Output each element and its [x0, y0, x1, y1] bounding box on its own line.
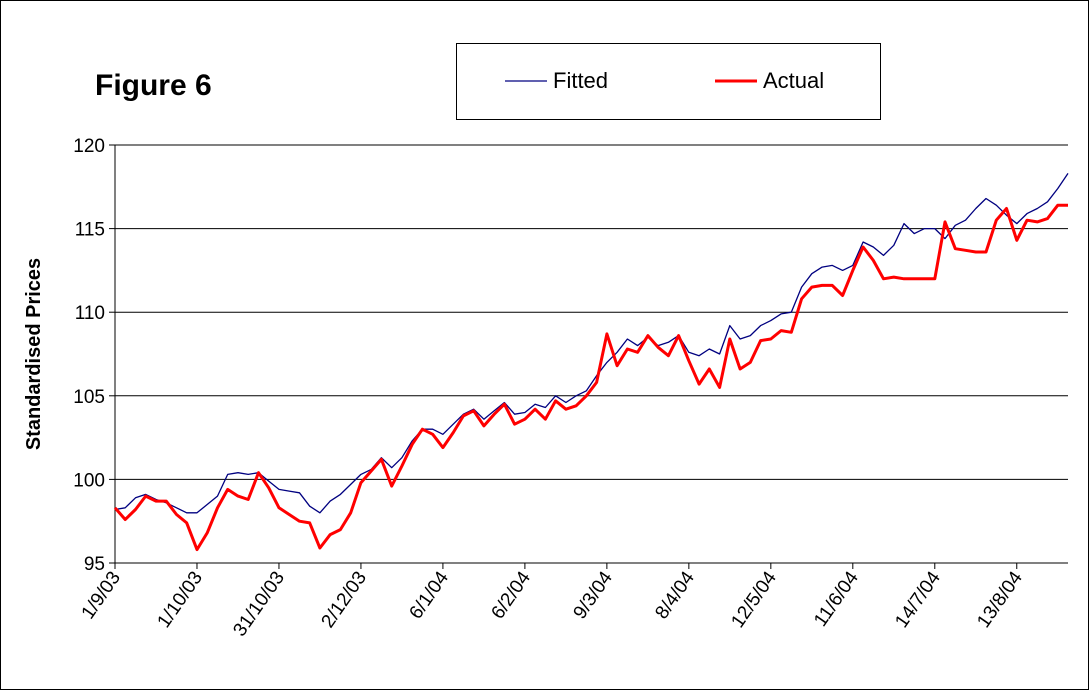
- chart-title: Figure 6: [95, 69, 212, 102]
- y-tick-label: 100: [73, 470, 105, 491]
- y-tick-label: 110: [75, 303, 105, 324]
- series-line: [114, 173, 1069, 514]
- y-tick-label: 105: [73, 387, 105, 408]
- y-tick-label: 95: [84, 554, 105, 575]
- legend-label: Actual: [763, 68, 824, 93]
- legend-label: Fitted: [553, 68, 608, 93]
- y-tick-label: 115: [75, 220, 105, 241]
- series-line: [113, 203, 1068, 552]
- y-axis-title: Standardised Prices: [23, 258, 45, 450]
- y-tick-label: 120: [73, 136, 105, 157]
- plot-area: [115, 145, 1068, 563]
